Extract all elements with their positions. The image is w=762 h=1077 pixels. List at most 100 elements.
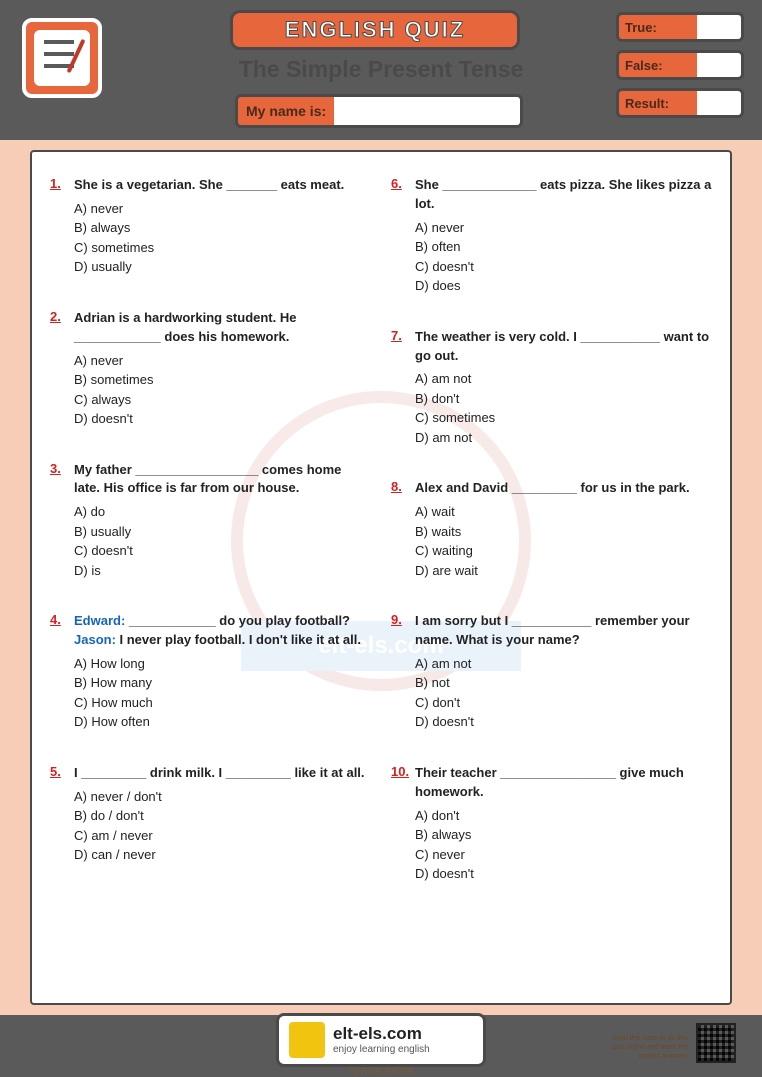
true-label: True: — [619, 15, 697, 39]
question-text: Edward: ____________ do you play footbal… — [74, 612, 371, 650]
choice[interactable]: A) never — [74, 199, 371, 219]
question: 7. The weather is very cold. I __________… — [391, 328, 712, 448]
choices: A) How longB) How manyC) How muchD) How … — [74, 654, 371, 732]
speaker-name: Jason: — [74, 632, 116, 647]
question-number: 7. — [391, 328, 402, 343]
choices: A) doB) usuallyC) doesn'tD) is — [74, 502, 371, 580]
result-value[interactable] — [697, 91, 741, 115]
choice[interactable]: B) always — [415, 825, 712, 845]
question: 10. Their teacher ________________ give m… — [391, 764, 712, 884]
choice[interactable]: C) doesn't — [415, 257, 712, 277]
footer-site-icon — [289, 1022, 325, 1058]
right-column: 6. She _____________ eats pizza. She like… — [391, 176, 712, 979]
choice[interactable]: D) usually — [74, 257, 371, 277]
question-text: She is a vegetarian. She _______ eats me… — [74, 176, 371, 195]
choices: A) neverB) alwaysC) sometimesD) usually — [74, 199, 371, 277]
question: 1. She is a vegetarian. She _______ eats … — [50, 176, 371, 277]
choice[interactable]: C) am / never — [74, 826, 371, 846]
question-text: My father _________________ comes home l… — [74, 461, 371, 499]
choice[interactable]: D) can / never — [74, 845, 371, 865]
question-number: 1. — [50, 176, 61, 191]
choice[interactable]: D) does — [415, 276, 712, 296]
choices: A) am notB) don'tC) sometimesD) am not — [415, 369, 712, 447]
choice[interactable]: D) are wait — [415, 561, 712, 581]
choice[interactable]: B) sometimes — [74, 370, 371, 390]
question-text: Alex and David _________ for us in the p… — [415, 479, 712, 498]
choices: A) am notB) notC) don'tD) doesn't — [415, 654, 712, 732]
question-body: The weather is very cold. I ___________ … — [391, 328, 712, 448]
choice[interactable]: C) sometimes — [74, 238, 371, 258]
choices: A) never / don'tB) do / don'tC) am / nev… — [74, 787, 371, 865]
question-text: She _____________ eats pizza. She likes … — [415, 176, 712, 214]
footer-logo-box: elt-els.com enjoy learning english — [276, 1013, 486, 1067]
choice[interactable]: B) not — [415, 673, 712, 693]
question-body: Alex and David _________ for us in the p… — [391, 479, 712, 580]
choice[interactable]: A) wait — [415, 502, 712, 522]
choice[interactable]: D) doesn't — [415, 712, 712, 732]
content-area: elt-els.com 1.She is a vegetarian. She _… — [30, 150, 732, 1005]
score-column: True: False: Result: — [616, 12, 744, 126]
question: 6. She _____________ eats pizza. She like… — [391, 176, 712, 296]
footer-bar: elt-els.com enjoy learning english by Ni… — [0, 1015, 762, 1077]
choice[interactable]: D) How often — [74, 712, 371, 732]
question: 4. Edward: ____________ do you play footb… — [50, 612, 371, 732]
question-text: The weather is very cold. I ___________ … — [415, 328, 712, 366]
choice[interactable]: D) am not — [415, 428, 712, 448]
choice[interactable]: C) always — [74, 390, 371, 410]
question-body: She is a vegetarian. She _______ eats me… — [50, 176, 371, 277]
name-label: My name is: — [238, 97, 334, 125]
choice[interactable]: A) don't — [415, 806, 712, 826]
choice[interactable]: C) doesn't — [74, 541, 371, 561]
choice[interactable]: D) doesn't — [415, 864, 712, 884]
question-body: My father _________________ comes home l… — [50, 461, 371, 581]
choices: A) don'tB) alwaysC) neverD) doesn't — [415, 806, 712, 884]
choices: A) neverB) oftenC) doesn'tD) does — [415, 218, 712, 296]
qr-hint-text: Scan this code to do this quiz online an… — [598, 1034, 688, 1061]
choice[interactable]: A) How long — [74, 654, 371, 674]
question-body: I am sorry but I ___________ remember yo… — [391, 612, 712, 732]
choice[interactable]: C) don't — [415, 693, 712, 713]
footer-site-name: elt-els.com — [333, 1025, 430, 1044]
question-number: 10. — [391, 764, 409, 779]
choice[interactable]: B) usually — [74, 522, 371, 542]
choice[interactable]: C) waiting — [415, 541, 712, 561]
title-badge: ENGLISH QUIZ — [230, 10, 520, 50]
choice[interactable]: C) never — [415, 845, 712, 865]
choice[interactable]: C) sometimes — [415, 408, 712, 428]
question-number: 4. — [50, 612, 61, 627]
choice[interactable]: A) do — [74, 502, 371, 522]
name-input[interactable] — [334, 97, 522, 125]
choice[interactable]: A) never / don't — [74, 787, 371, 807]
choice[interactable]: C) How much — [74, 693, 371, 713]
choice[interactable]: B) waits — [415, 522, 712, 542]
false-score-row: False: — [616, 50, 744, 80]
choice[interactable]: A) never — [415, 218, 712, 238]
choice[interactable]: D) is — [74, 561, 371, 581]
choice[interactable]: A) am not — [415, 654, 712, 674]
true-score-row: True: — [616, 12, 744, 42]
choice[interactable]: B) often — [415, 237, 712, 257]
question: 9.I am sorry but I ___________ remember … — [391, 612, 712, 732]
question-number: 6. — [391, 176, 402, 191]
question-body: Edward: ____________ do you play footbal… — [50, 612, 371, 732]
choice[interactable]: B) do / don't — [74, 806, 371, 826]
choice[interactable]: B) always — [74, 218, 371, 238]
choice[interactable]: B) don't — [415, 389, 712, 409]
page-title: ENGLISH QUIZ — [285, 17, 465, 42]
question: 2.Adrian is a hardworking student. He __… — [50, 309, 371, 429]
choice[interactable]: B) How many — [74, 673, 371, 693]
question-text: Their teacher ________________ give much… — [415, 764, 712, 802]
choices: A) neverB) sometimesC) alwaysD) doesn't — [74, 351, 371, 429]
choice[interactable]: A) never — [74, 351, 371, 371]
question-body: I _________ drink milk. I _________ like… — [50, 764, 371, 865]
question-text: I _________ drink milk. I _________ like… — [74, 764, 371, 783]
true-value[interactable] — [697, 15, 741, 39]
result-score-row: Result: — [616, 88, 744, 118]
speaker-name: Edward: — [74, 613, 125, 628]
question-number: 8. — [391, 479, 402, 494]
choice[interactable]: D) doesn't — [74, 409, 371, 429]
choice[interactable]: A) am not — [415, 369, 712, 389]
question: 5.I _________ drink milk. I _________ li… — [50, 764, 371, 865]
false-value[interactable] — [697, 53, 741, 77]
footer-tagline: enjoy learning english — [333, 1044, 430, 1055]
